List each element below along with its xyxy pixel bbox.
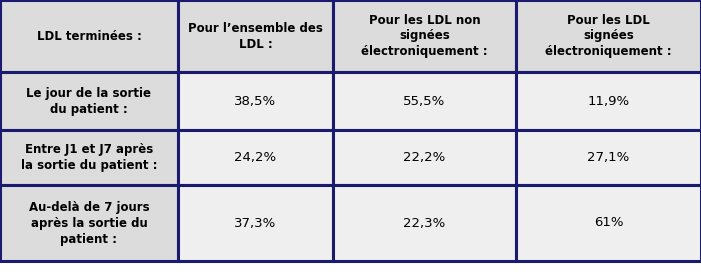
Text: Le jour de la sortie
du patient :: Le jour de la sortie du patient :: [27, 86, 151, 115]
Bar: [333, 130, 516, 185]
Bar: [0, 130, 178, 185]
Text: 22,3%: 22,3%: [403, 216, 446, 230]
Text: Pour l’ensemble des
LDL :: Pour l’ensemble des LDL :: [188, 22, 323, 51]
Bar: [0, 185, 178, 261]
Bar: [178, 72, 333, 130]
Bar: [516, 0, 701, 72]
Text: 24,2%: 24,2%: [234, 151, 277, 164]
Text: 27,1%: 27,1%: [587, 151, 629, 164]
Text: Entre J1 et J7 après
la sortie du patient :: Entre J1 et J7 après la sortie du patien…: [21, 143, 157, 172]
Text: 61%: 61%: [594, 216, 623, 230]
Bar: [0, 0, 178, 72]
Bar: [516, 72, 701, 130]
Text: 37,3%: 37,3%: [234, 216, 277, 230]
Bar: [333, 0, 516, 72]
Bar: [178, 130, 333, 185]
Bar: [516, 185, 701, 261]
Text: 38,5%: 38,5%: [234, 94, 277, 107]
Text: 22,2%: 22,2%: [403, 151, 446, 164]
Bar: [178, 0, 333, 72]
Text: LDL terminées :: LDL terminées :: [36, 30, 142, 43]
Text: 55,5%: 55,5%: [403, 94, 446, 107]
Text: Pour les LDL non
signées
électroniquement :: Pour les LDL non signées électroniquemen…: [361, 14, 488, 59]
Text: Au-delà de 7 jours
après la sortie du
patient :: Au-delà de 7 jours après la sortie du pa…: [29, 200, 149, 245]
Bar: [333, 72, 516, 130]
Bar: [178, 185, 333, 261]
Bar: [333, 185, 516, 261]
Text: 11,9%: 11,9%: [587, 94, 629, 107]
Bar: [0, 72, 178, 130]
Bar: [516, 130, 701, 185]
Text: Pour les LDL
signées
électroniquement :: Pour les LDL signées électroniquement :: [545, 14, 672, 59]
